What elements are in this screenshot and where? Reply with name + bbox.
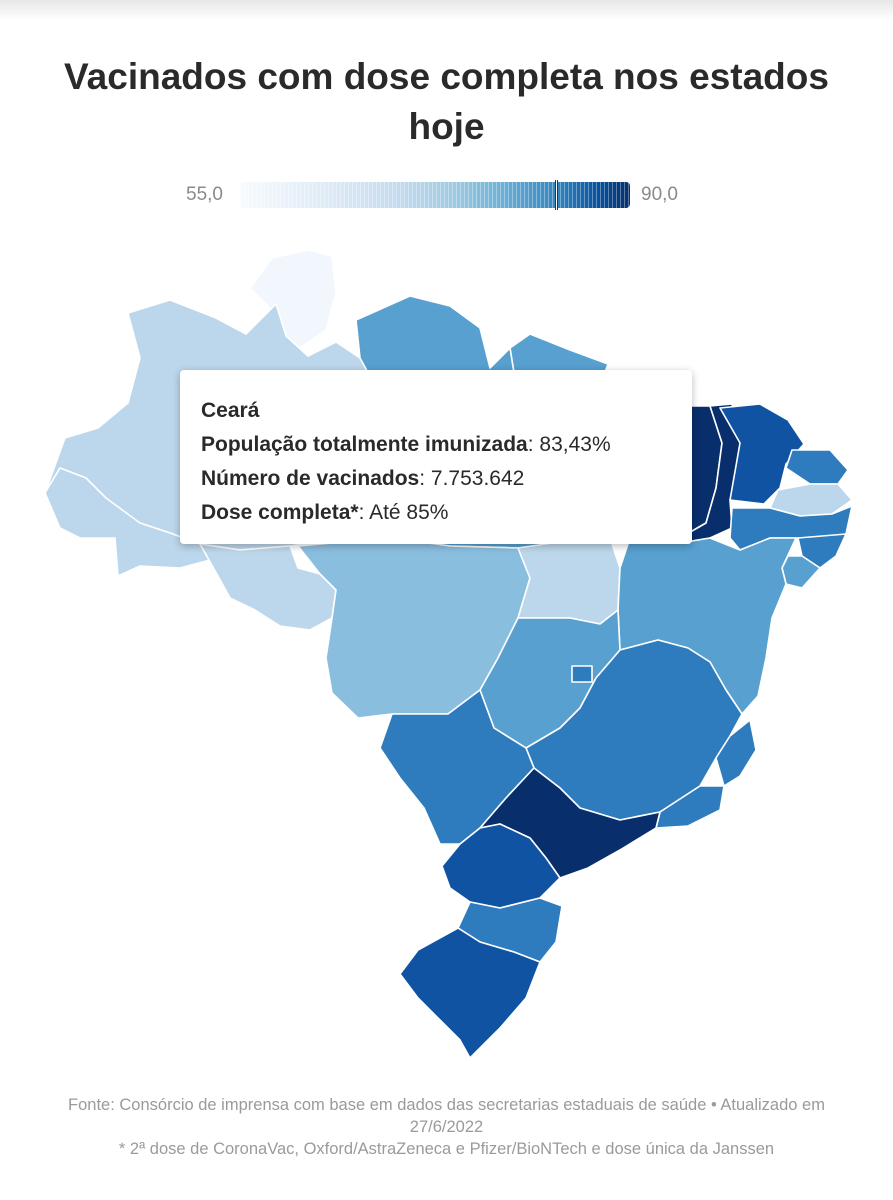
- page-title: Vacinados com dose completa nos estados …: [64, 56, 829, 147]
- source-note: Fonte: Consórcio de imprensa com base em…: [30, 1094, 863, 1160]
- legend-value-marker: [554, 180, 558, 210]
- state-es[interactable]: [715, 719, 757, 787]
- tooltip-state-name: Ceará: [201, 399, 260, 422]
- state-al[interactable]: [797, 533, 847, 569]
- legend-min-label: 55,0: [186, 184, 223, 205]
- source-text: Fonte: Consórcio de imprensa com base em…: [68, 1096, 825, 1136]
- legend-max-label: 90,0: [641, 184, 678, 205]
- state-ce[interactable]: [719, 403, 805, 505]
- state-tooltip: Ceará População totalmente imunizada: 83…: [180, 370, 692, 544]
- state-rr[interactable]: [249, 249, 337, 349]
- tooltip-row-vacinados: Número de vacinados: 7.753.642: [201, 467, 525, 490]
- footnote-text: * 2ª dose de CoronaVac, Oxford/AstraZene…: [118, 1140, 775, 1158]
- tooltip-row-imunizada: População totalmente imunizada: 83,43%: [201, 433, 611, 456]
- brazil-map: [44, 249, 853, 1059]
- top-shadow-bar: [0, 0, 893, 20]
- state-rn[interactable]: [785, 449, 849, 485]
- state-rs[interactable]: [399, 927, 541, 1059]
- state-pr[interactable]: [441, 823, 561, 909]
- state-df[interactable]: [571, 665, 593, 683]
- legend-gradient-bar: [240, 182, 630, 208]
- color-legend: 55,0 90,0: [0, 180, 893, 210]
- tooltip-row-dose: Dose completa*: Até 85%: [201, 501, 449, 524]
